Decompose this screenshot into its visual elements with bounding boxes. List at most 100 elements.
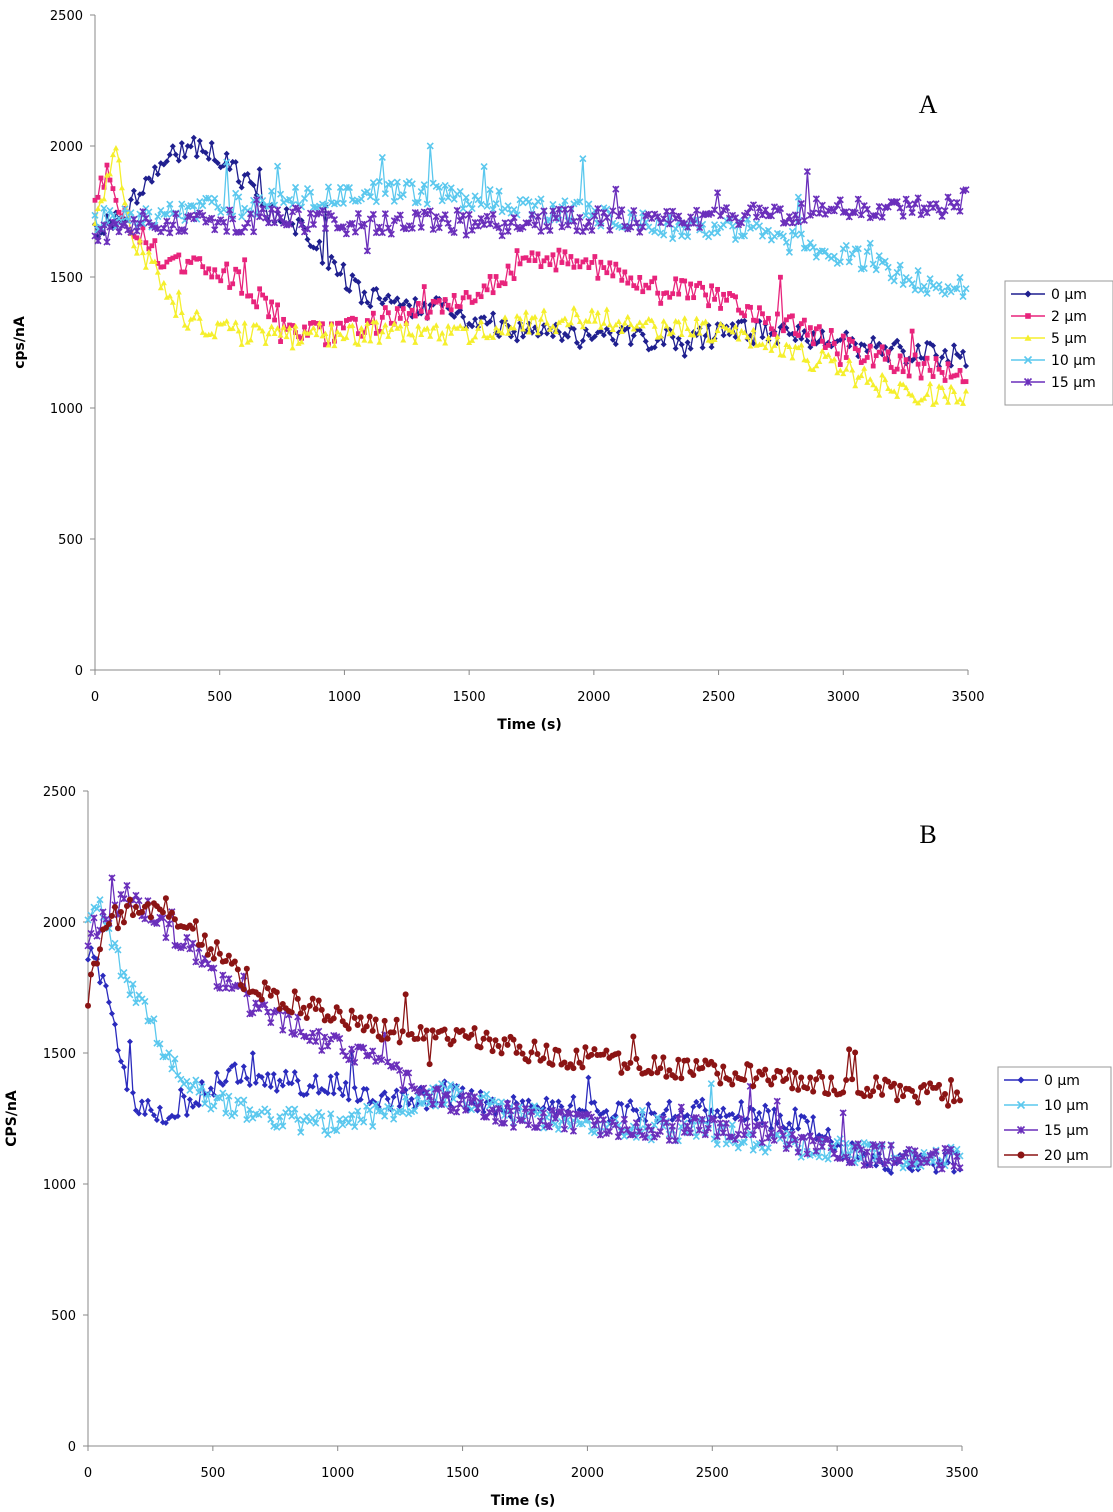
data-point: [956, 1164, 964, 1172]
data-point: [717, 320, 724, 327]
data-point: [285, 1105, 293, 1113]
legend-item: 10 µm: [1004, 1098, 1089, 1114]
data-point: [331, 342, 338, 349]
data-point: [740, 232, 749, 240]
x-axis-title: Time (s): [497, 717, 561, 733]
data-point: [337, 270, 344, 277]
data-point: [249, 1009, 257, 1017]
data-point: [749, 201, 758, 209]
data-point: [807, 1074, 814, 1081]
data-point: [962, 285, 970, 293]
data-point: [439, 330, 446, 336]
data-point: [162, 1119, 169, 1126]
data-point: [223, 150, 230, 157]
data-point: [585, 318, 592, 324]
data-point: [576, 213, 584, 221]
data-point: [426, 1093, 434, 1101]
data-point: [384, 1095, 391, 1102]
data-point: [630, 332, 637, 339]
data-point: [561, 205, 569, 214]
data-point: [216, 984, 224, 992]
data-point: [241, 320, 248, 326]
data-point: [156, 1104, 163, 1111]
data-point: [275, 302, 280, 308]
data-point: [120, 969, 128, 977]
x-tick-label: 1000: [328, 690, 361, 705]
data-point: [734, 1130, 742, 1138]
data-point: [716, 1119, 724, 1127]
data-point: [381, 190, 389, 198]
legend-marker: [1024, 290, 1032, 298]
legend-marker: [1023, 377, 1033, 387]
data-point: [322, 330, 329, 337]
data-point: [941, 290, 949, 298]
data-point: [477, 1044, 484, 1051]
data-point: [93, 932, 101, 940]
data-point: [683, 1122, 691, 1130]
data-point: [195, 1102, 202, 1109]
data-point: [700, 284, 706, 290]
data-point: [884, 1157, 892, 1165]
legend-label: 0 µm: [1051, 287, 1087, 303]
data-point: [172, 210, 180, 218]
data-point: [788, 1130, 796, 1138]
data-point: [810, 1088, 817, 1095]
data-point: [589, 260, 595, 265]
data-point: [336, 1008, 343, 1015]
data-point: [749, 1131, 757, 1139]
data-point: [171, 1055, 179, 1063]
data-point: [594, 1108, 601, 1115]
data-point: [633, 1107, 640, 1114]
data-point: [915, 342, 922, 349]
data-point: [381, 1017, 388, 1024]
data-point: [430, 298, 436, 304]
y-tick-label: 500: [51, 1309, 76, 1324]
data-point: [280, 324, 287, 330]
data-point: [456, 1100, 464, 1108]
data-point: [396, 1103, 403, 1110]
data-point: [963, 363, 970, 370]
data-point: [950, 1162, 958, 1170]
data-point: [552, 214, 560, 222]
data-point: [309, 995, 316, 1002]
data-point: [918, 375, 924, 381]
panel-label: B: [919, 820, 936, 849]
data-point: [507, 1113, 514, 1120]
data-point: [162, 895, 169, 902]
data-point: [435, 224, 443, 232]
data-point: [699, 1096, 706, 1103]
data-point: [648, 1070, 655, 1077]
data-point: [484, 334, 491, 341]
data-point: [277, 332, 284, 338]
data-point: [692, 1113, 700, 1121]
data-point: [357, 195, 365, 203]
data-point: [562, 249, 568, 255]
data-point: [636, 327, 643, 334]
data-point: [442, 297, 448, 302]
data-point: [529, 250, 535, 256]
data-point: [157, 284, 164, 291]
data-point: [186, 1096, 193, 1103]
data-point: [804, 357, 811, 363]
data-point: [855, 347, 861, 353]
data-point: [418, 308, 424, 314]
data-point: [93, 960, 100, 967]
data-point: [247, 336, 254, 343]
data-point: [336, 183, 345, 192]
data-point: [603, 213, 611, 222]
data-point: [920, 204, 928, 212]
data-point: [870, 334, 877, 341]
data-point: [111, 904, 118, 911]
data-point: [588, 1051, 595, 1058]
data-point: [444, 194, 452, 202]
data-point: [909, 392, 916, 398]
data-point: [412, 295, 419, 302]
data-point: [163, 217, 171, 225]
data-point: [108, 874, 116, 882]
data-point: [549, 1061, 556, 1068]
data-point: [674, 1115, 682, 1123]
data-point: [406, 302, 413, 309]
data-point: [569, 1127, 578, 1135]
data-point: [825, 342, 831, 348]
data-point: [426, 142, 434, 150]
